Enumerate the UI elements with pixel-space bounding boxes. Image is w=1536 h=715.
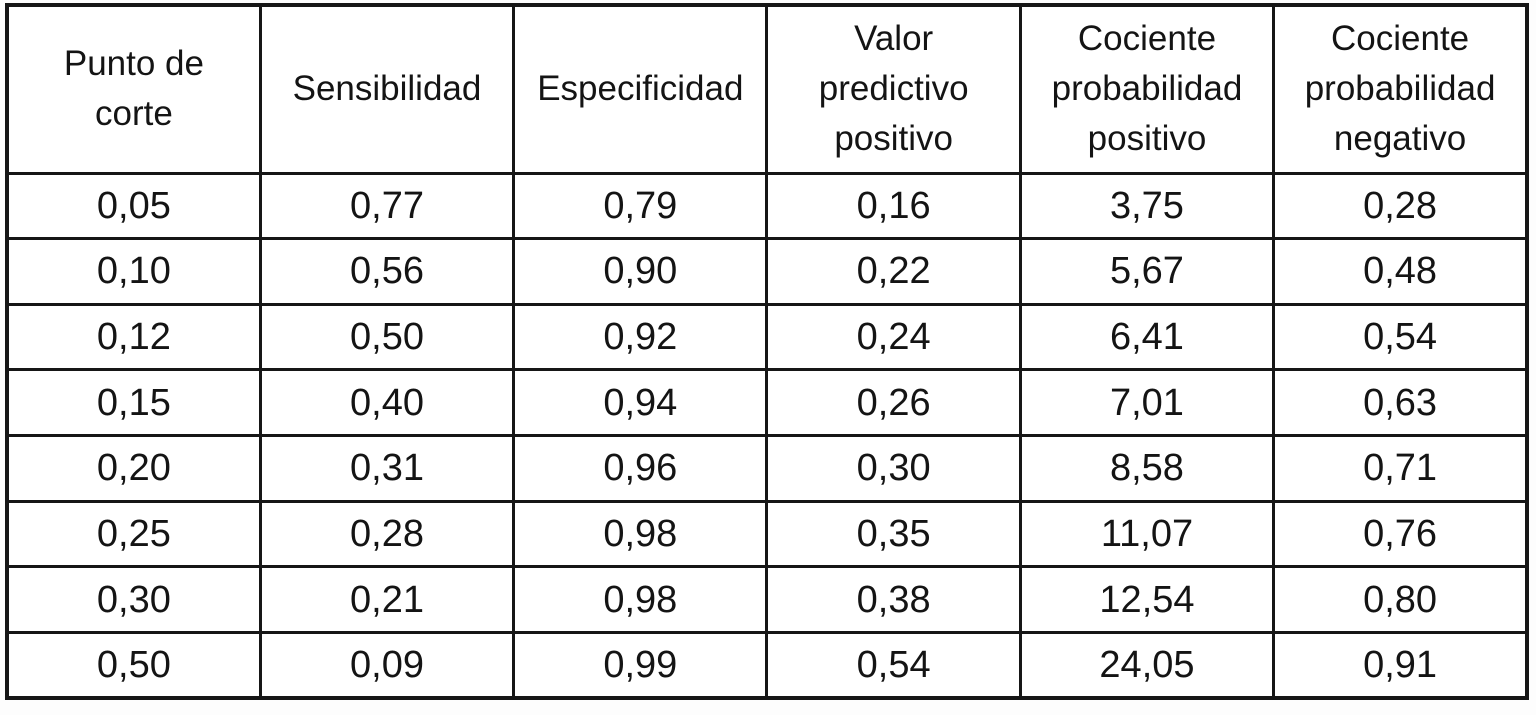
table-row: 0,25 0,28 0,98 0,35 11,07 0,76 bbox=[5, 499, 1529, 569]
table-cell: 0,71 bbox=[1272, 434, 1529, 503]
table-row: 0,12 0,50 0,92 0,24 6,41 0,54 bbox=[5, 302, 1529, 372]
column-header: Cociente probabilidad positivo bbox=[1018, 3, 1276, 175]
table-row: 0,20 0,31 0,96 0,30 8,58 0,71 bbox=[5, 434, 1529, 503]
table-cell: 0,15 bbox=[5, 368, 262, 437]
table-cell: 0,28 bbox=[258, 499, 516, 569]
table-cell: 3,75 bbox=[1018, 171, 1276, 241]
column-header: Especificidad bbox=[512, 3, 769, 175]
table-header: Punto de corte Sensibilidad Especificidad V… bbox=[5, 3, 1529, 175]
table-cell: 12,54 bbox=[1018, 565, 1276, 634]
table-cell: 0,22 bbox=[765, 237, 1022, 306]
table-cell: 0,24 bbox=[765, 302, 1022, 372]
table-cell: 0,77 bbox=[258, 171, 516, 241]
table-row: 0,50 0,09 0,99 0,54 24,05 0,91 bbox=[5, 630, 1529, 700]
table-row: 0,10 0,56 0,90 0,22 5,67 0,48 bbox=[5, 237, 1529, 306]
column-header: Sensibilidad bbox=[258, 3, 516, 175]
table-cell: 0,48 bbox=[1272, 237, 1529, 306]
table-row: 0,30 0,21 0,98 0,38 12,54 0,80 bbox=[5, 565, 1529, 634]
table-cell: 0,98 bbox=[512, 565, 769, 634]
diagnostic-cutoff-table: Punto de corte Sensibilidad Especificidad V… bbox=[5, 3, 1529, 700]
table-cell: 0,21 bbox=[258, 565, 516, 634]
table-cell: 0,79 bbox=[512, 171, 769, 241]
column-header: Cociente probabilidad negativo bbox=[1272, 3, 1529, 175]
table-cell: 0,26 bbox=[765, 368, 1022, 437]
table-cell: 0,56 bbox=[258, 237, 516, 306]
table-cell: 0,90 bbox=[512, 237, 769, 306]
table-cell: 0,76 bbox=[1272, 499, 1529, 569]
table-cell: 0,50 bbox=[5, 630, 262, 700]
table-cell: 0,40 bbox=[258, 368, 516, 437]
table-cell: 0,35 bbox=[765, 499, 1022, 569]
column-header: Valor predictivo positivo bbox=[765, 3, 1022, 175]
table-row: 0,05 0,77 0,79 0,16 3,75 0,28 bbox=[5, 171, 1529, 241]
table-cell: 0,98 bbox=[512, 499, 769, 569]
table-row: 0,15 0,40 0,94 0,26 7,01 0,63 bbox=[5, 368, 1529, 437]
table-cell: 0,54 bbox=[1272, 302, 1529, 372]
table-cell: 0,50 bbox=[258, 302, 516, 372]
table-cell: 11,07 bbox=[1018, 499, 1276, 569]
table-cell: 7,01 bbox=[1018, 368, 1276, 437]
table-body: 0,05 0,77 0,79 0,16 3,75 0,28 0,10 0,56 0,90 0,22… bbox=[5, 171, 1529, 700]
table-cell: 0,38 bbox=[765, 565, 1022, 634]
table-cell: 6,41 bbox=[1018, 302, 1276, 372]
table-cell: 0,96 bbox=[512, 434, 769, 503]
table-cell: 0,12 bbox=[5, 302, 262, 372]
table-cell: 0,25 bbox=[5, 499, 262, 569]
table-cell: 0,91 bbox=[1272, 630, 1529, 700]
table-cell: 0,10 bbox=[5, 237, 262, 306]
column-header: Punto de corte bbox=[5, 3, 262, 175]
table-cell: 0,05 bbox=[5, 171, 262, 241]
table-cell: 0,63 bbox=[1272, 368, 1529, 437]
table-cell: 0,99 bbox=[512, 630, 769, 700]
table-cell: 0,92 bbox=[512, 302, 769, 372]
table-cell: 0,30 bbox=[765, 434, 1022, 503]
table-cell: 0,16 bbox=[765, 171, 1022, 241]
table-cell: 0,31 bbox=[258, 434, 516, 503]
table-cell: 0,28 bbox=[1272, 171, 1529, 241]
table-cell: 0,20 bbox=[5, 434, 262, 503]
table-cell: 24,05 bbox=[1018, 630, 1276, 700]
table-cell: 0,09 bbox=[258, 630, 516, 700]
table-cell: 0,30 bbox=[5, 565, 262, 634]
table-cell: 0,54 bbox=[765, 630, 1022, 700]
header-row: Punto de corte Sensibilidad Especificidad V… bbox=[5, 3, 1529, 175]
table-cell: 8,58 bbox=[1018, 434, 1276, 503]
table-cell: 0,80 bbox=[1272, 565, 1529, 634]
table-cell: 0,94 bbox=[512, 368, 769, 437]
table-cell: 5,67 bbox=[1018, 237, 1276, 306]
